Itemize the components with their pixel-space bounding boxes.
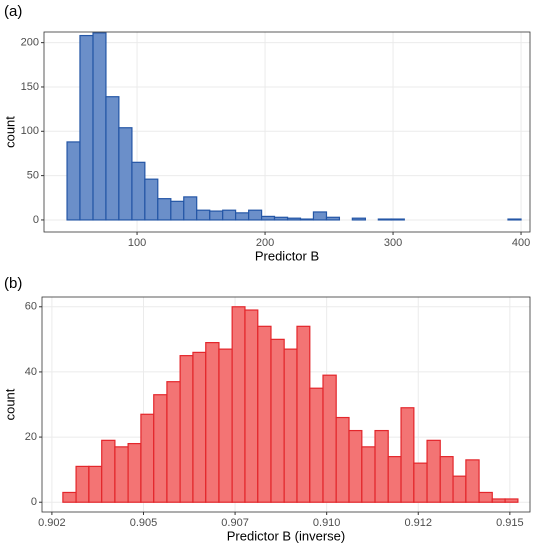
bar	[439, 456, 454, 503]
y-tick-label: 0	[33, 214, 39, 226]
bar	[140, 413, 155, 503]
bar	[387, 456, 402, 503]
bar	[377, 218, 392, 221]
bar	[325, 216, 341, 221]
bar	[105, 96, 120, 221]
bar	[153, 394, 168, 503]
bar	[270, 338, 285, 503]
bar	[465, 459, 480, 503]
bar	[312, 211, 328, 221]
y-tick-label: 50	[27, 170, 39, 182]
bar	[413, 462, 428, 503]
y-tick-label: 60	[25, 301, 37, 313]
bar	[118, 127, 133, 221]
bar	[66, 141, 81, 221]
bar	[257, 325, 272, 503]
bar	[209, 210, 224, 221]
bar	[426, 439, 441, 503]
bar	[192, 351, 207, 503]
bar	[231, 306, 246, 503]
bar	[260, 215, 276, 221]
bar	[400, 407, 415, 503]
x-tick-label: 0.912	[404, 517, 432, 529]
bar	[273, 216, 289, 221]
bar	[205, 342, 220, 503]
bar	[114, 446, 129, 503]
y-axis-label: count	[2, 116, 17, 148]
bar	[299, 218, 315, 221]
y-tick-label: 40	[25, 366, 37, 378]
bar	[75, 465, 90, 503]
bar	[166, 381, 181, 503]
bar	[218, 348, 233, 503]
bar	[183, 196, 198, 221]
bar	[235, 212, 250, 221]
bar	[244, 309, 259, 503]
bar	[374, 429, 389, 503]
bar	[452, 475, 467, 503]
bar	[296, 325, 311, 503]
bar	[309, 387, 324, 503]
plot-border	[43, 31, 531, 233]
x-tick-label: 200	[256, 237, 274, 249]
plot-border	[41, 296, 531, 513]
bar	[62, 491, 77, 503]
bar	[248, 209, 263, 221]
x-tick-label: 0.907	[221, 517, 249, 529]
bar	[79, 34, 94, 221]
x-tick-label: 0.910	[313, 517, 341, 529]
bar	[179, 355, 194, 503]
bar	[478, 491, 493, 503]
x-axis-label: Predictor B (inverse)	[227, 528, 345, 543]
bar	[348, 429, 363, 503]
bar	[92, 32, 107, 221]
bar	[170, 200, 185, 221]
bar	[144, 178, 159, 221]
bar	[390, 218, 405, 221]
bar	[283, 348, 298, 503]
bar	[507, 218, 522, 221]
y-tick-label: 20	[25, 431, 37, 443]
panel-label: (b)	[4, 275, 22, 292]
bar	[127, 442, 142, 503]
panel-label: (a)	[4, 3, 22, 20]
y-tick-label: 150	[21, 81, 39, 93]
x-tick-label: 100	[128, 237, 146, 249]
x-tick-label: 0.905	[130, 517, 158, 529]
x-axis-label: Predictor B	[255, 248, 319, 263]
bar	[286, 217, 302, 221]
bar	[491, 498, 506, 503]
bar	[131, 161, 146, 221]
y-tick-label: 0	[31, 496, 37, 508]
bar	[88, 465, 103, 503]
bar	[504, 498, 519, 503]
y-axis-label: count	[2, 388, 17, 420]
bar	[351, 217, 366, 221]
bar	[157, 198, 172, 221]
x-tick-label: 400	[512, 237, 530, 249]
bar	[322, 374, 337, 503]
bar	[196, 209, 211, 221]
y-tick-label: 100	[21, 125, 39, 137]
bar	[101, 439, 116, 503]
x-tick-label: 0.915	[496, 517, 524, 529]
x-tick-label: 0.902	[38, 517, 66, 529]
bar	[222, 209, 237, 221]
y-tick-label: 200	[21, 37, 39, 49]
bar	[361, 446, 376, 503]
x-tick-label: 300	[384, 237, 402, 249]
bar	[335, 416, 350, 503]
